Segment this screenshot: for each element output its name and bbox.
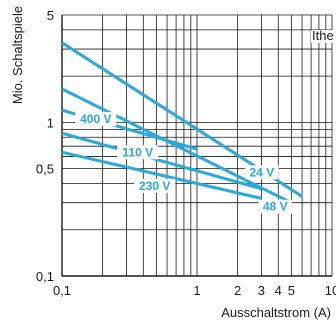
x-tick-label: 4	[275, 283, 282, 298]
series-line	[61, 150, 262, 200]
x-tick-label: 1	[193, 283, 200, 298]
series-label: 230 V	[139, 179, 170, 193]
series-label: 400 V	[80, 112, 111, 126]
x-tick-label: 2	[234, 283, 241, 298]
y-tick-label: 5	[47, 8, 54, 23]
series-line	[61, 87, 293, 205]
series-line	[61, 131, 262, 191]
y-tick-label: 0,5	[36, 162, 54, 177]
y-tick-label: 0,1	[36, 269, 54, 284]
series-label-bg	[75, 112, 117, 127]
tick-labels: 0,1 1 2 3 4 5 100,10,515	[36, 8, 336, 298]
x-tick-label: 0,1	[53, 283, 71, 298]
x-tick-label: 3	[258, 283, 265, 298]
y-axis-label: Mio. Schaltspiele	[10, 6, 25, 104]
series-label-bg	[258, 199, 293, 214]
x-tick-label: 10	[325, 283, 336, 298]
series-label-bg	[134, 178, 176, 193]
series-label: 24 V	[250, 165, 275, 179]
annotation-ithe: Ithe	[312, 28, 334, 43]
annotation-bg	[311, 30, 335, 43]
x-axis-label: Ausschaltstrom (A)	[221, 305, 331, 320]
series-labels: 24 V 48 V 400 V 110 V 230 V	[75, 112, 293, 214]
y-tick-label: 1	[47, 115, 54, 130]
series-label: 48 V	[263, 200, 288, 214]
series-label-bg	[245, 165, 279, 180]
series-label-bg	[117, 145, 159, 160]
x-tick-label: 5	[288, 283, 295, 298]
series-label: 110 V	[122, 145, 153, 159]
